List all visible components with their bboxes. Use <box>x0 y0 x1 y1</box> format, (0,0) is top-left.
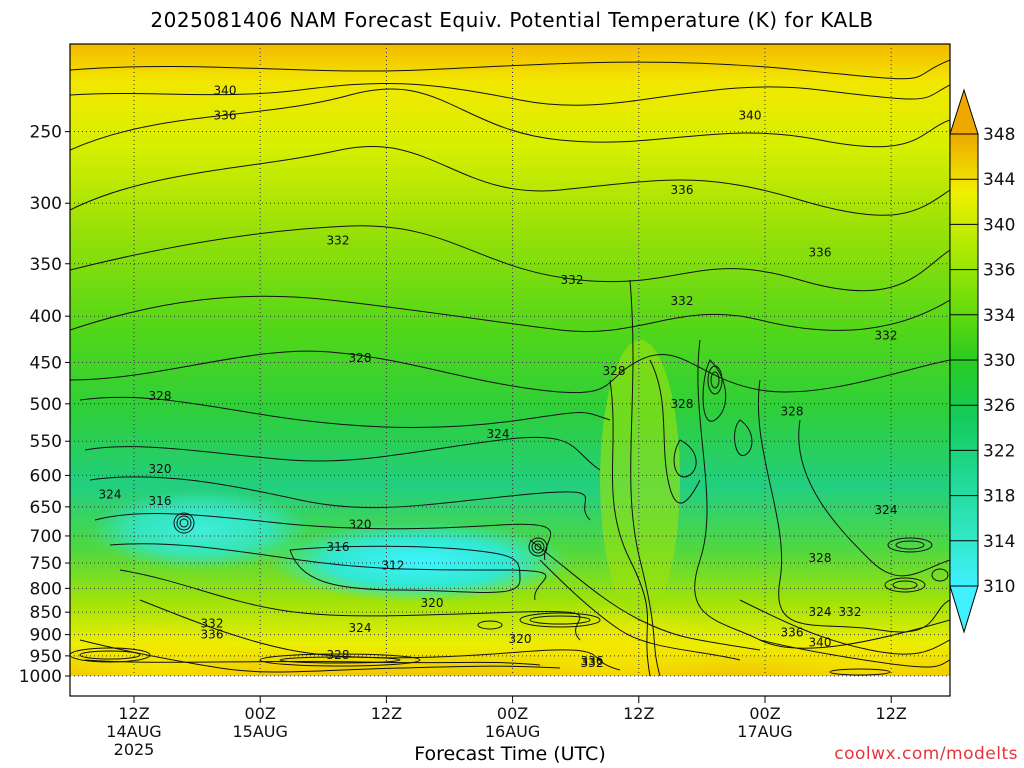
contour-label: 328 <box>149 389 172 403</box>
x-tick-date: 16AUG <box>485 722 540 741</box>
contour-label: 316 <box>327 540 350 554</box>
contour-label: 332 <box>671 294 694 308</box>
contour-label: 320 <box>349 518 372 532</box>
colorbar-label: 330 <box>983 351 1015 371</box>
y-tick-label: 950 <box>30 647 62 667</box>
colorbar-label: 326 <box>983 396 1015 416</box>
contour-label: 336 <box>201 628 224 642</box>
contour-label: 312 <box>382 559 405 573</box>
x-tick-date: 17AUG <box>737 722 792 741</box>
colorbar-label: 348 <box>983 125 1015 145</box>
colorbar-label: 322 <box>983 441 1015 461</box>
contour-label: 324 <box>99 488 122 502</box>
y-tick-label: 850 <box>30 603 62 623</box>
x-axis-label: Forecast Time (UTC) <box>414 743 606 765</box>
contour-label: 340 <box>809 635 832 649</box>
x-gridlines <box>133 44 892 676</box>
colorbar-label: 314 <box>983 532 1015 552</box>
colorbar-bottom-arrow <box>949 585 979 634</box>
contour-label: 336 <box>214 109 237 123</box>
warm-low-level-mid <box>490 605 730 676</box>
contour-label: 332 <box>875 328 898 342</box>
y-tick-label: 550 <box>30 432 62 452</box>
contour-label: 328 <box>809 551 832 565</box>
credit-link[interactable]: coolwx.com/modelts <box>834 744 1018 764</box>
colorbar: 310 314 318 322 326 330 334 336 340 344 348 <box>949 88 1015 634</box>
contour-label: 336 <box>809 245 832 259</box>
x-tick-time: 12Z <box>876 704 907 723</box>
x-tick-time: 00Z <box>497 704 528 723</box>
contour-lines <box>70 59 950 676</box>
y-gridlines <box>70 131 950 677</box>
x-tick-time: 12Z <box>118 704 149 723</box>
ground-strip <box>70 676 950 696</box>
warm-plume <box>600 340 680 620</box>
contour-label: 320 <box>509 632 532 646</box>
colorbar-top-arrow <box>949 88 979 135</box>
y-tick-label: 750 <box>30 554 62 574</box>
y-tick-label: 300 <box>30 194 62 214</box>
contour-label: 324 <box>875 503 898 517</box>
contour-label: 328 <box>603 364 626 378</box>
y-axis-ticks: 250 300 350 400 450 500 550 600 650 700 750 800 850 9… <box>19 123 70 687</box>
y-tick-label: 450 <box>30 353 62 373</box>
colorbar-label: 344 <box>983 170 1015 190</box>
y-tick-label: 1000 <box>19 667 62 687</box>
contour-label: 328 <box>327 648 350 662</box>
contour-label: 340 <box>214 83 237 97</box>
y-tick-label: 900 <box>30 626 62 646</box>
x-tick-time: 12Z <box>623 704 654 723</box>
x-tick-time: 00Z <box>749 704 780 723</box>
contour-label: 336 <box>581 654 604 668</box>
contour-label: 332 <box>581 656 604 670</box>
y-tick-label: 700 <box>30 527 62 547</box>
chart-title: 2025081406 NAM Forecast Equiv. Potential… <box>150 8 874 32</box>
contour-label: 332 <box>201 617 224 631</box>
cold-region-west <box>90 490 310 570</box>
colorbar-label: 310 <box>983 577 1015 597</box>
cold-core-region <box>270 522 570 602</box>
y-tick-label: 250 <box>30 123 62 143</box>
contour-label: 324 <box>809 605 832 619</box>
x-tick-year: 2025 <box>114 740 155 759</box>
plot-area <box>70 44 950 696</box>
contour-label: 320 <box>149 462 172 476</box>
contour-label: 328 <box>671 397 694 411</box>
contour-label: 332 <box>839 605 862 619</box>
colorbar-label: 318 <box>983 487 1015 507</box>
x-tick-date: 14AUG <box>106 722 161 741</box>
y-tick-label: 650 <box>30 498 62 518</box>
contour-label: 320 <box>421 596 444 610</box>
contour-label: 324 <box>487 427 510 441</box>
contour-label: 328 <box>781 405 804 419</box>
y-tick-label: 350 <box>30 255 62 275</box>
x-tick-time: 12Z <box>371 704 402 723</box>
contour-label: 324 <box>349 621 372 635</box>
contour-label: 336 <box>781 625 804 639</box>
contour-label: 332 <box>327 234 350 248</box>
contour-label: 336 <box>671 183 694 197</box>
contour-label: 328 <box>349 351 372 365</box>
colorbar-label: 340 <box>983 215 1015 235</box>
y-tick-label: 500 <box>30 395 62 415</box>
y-tick-label: 600 <box>30 466 62 486</box>
contour-label: 332 <box>561 273 584 287</box>
colorbar-label: 334 <box>983 306 1015 326</box>
y-tick-label: 800 <box>30 579 62 599</box>
x-tick-date: 15AUG <box>232 722 287 741</box>
contour-label: 340 <box>739 109 762 123</box>
colorbar-label: 336 <box>983 261 1015 281</box>
x-tick-time: 00Z <box>245 704 276 723</box>
contour-label: 316 <box>149 494 172 508</box>
y-tick-label: 400 <box>30 307 62 327</box>
warm-low-level-east <box>760 630 950 676</box>
